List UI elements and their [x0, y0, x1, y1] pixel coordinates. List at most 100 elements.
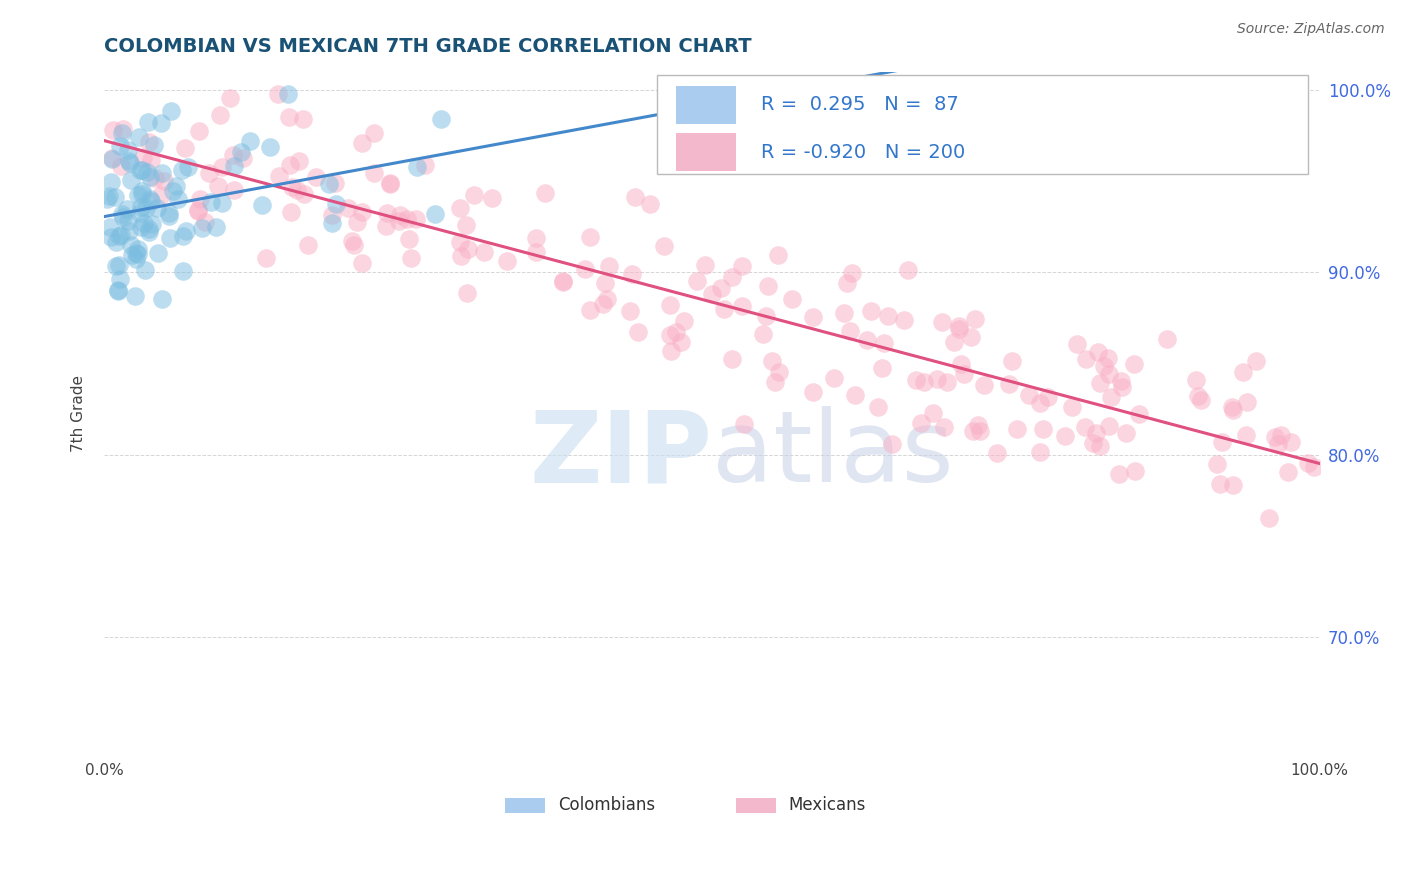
- Point: [405, 212, 427, 227]
- Point: [1264, 429, 1286, 443]
- Bar: [505, 797, 546, 813]
- Point: [1087, 344, 1109, 359]
- Point: [124, 289, 146, 303]
- Point: [859, 303, 882, 318]
- Point: [221, 148, 243, 162]
- Point: [352, 256, 374, 270]
- Point: [731, 299, 754, 313]
- Point: [659, 344, 682, 359]
- Point: [912, 375, 935, 389]
- Point: [350, 205, 373, 219]
- Point: [129, 206, 152, 220]
- Point: [219, 91, 242, 105]
- Point: [897, 262, 920, 277]
- Point: [124, 245, 146, 260]
- Point: [936, 376, 959, 390]
- Point: [1189, 393, 1212, 408]
- Point: [292, 187, 315, 202]
- Point: [277, 87, 299, 101]
- Point: [413, 158, 436, 172]
- Point: [1098, 419, 1121, 434]
- Point: [551, 275, 574, 289]
- Point: [191, 220, 214, 235]
- Point: [350, 136, 373, 150]
- Point: [108, 229, 131, 244]
- Point: [110, 138, 132, 153]
- Point: [121, 247, 143, 261]
- Point: [1090, 439, 1112, 453]
- Point: [768, 366, 790, 380]
- Point: [1076, 351, 1098, 366]
- Point: [998, 377, 1021, 392]
- Point: [139, 194, 162, 208]
- Point: [423, 207, 446, 221]
- Point: [1128, 408, 1150, 422]
- Bar: [737, 797, 776, 813]
- Point: [1211, 434, 1233, 449]
- Point: [135, 202, 157, 216]
- Point: [481, 190, 503, 204]
- Point: [229, 145, 252, 160]
- Point: [1081, 436, 1104, 450]
- Point: [117, 214, 139, 228]
- Point: [105, 259, 128, 273]
- Point: [187, 202, 209, 217]
- Point: [934, 420, 956, 434]
- Point: [138, 170, 160, 185]
- Point: [986, 446, 1008, 460]
- Point: [713, 301, 735, 316]
- Point: [598, 259, 620, 273]
- Point: [101, 152, 124, 166]
- Point: [969, 424, 991, 438]
- Point: [755, 309, 778, 323]
- Point: [117, 154, 139, 169]
- Point: [496, 254, 519, 268]
- Point: [578, 229, 600, 244]
- Point: [363, 165, 385, 179]
- Point: [710, 281, 733, 295]
- Point: [259, 140, 281, 154]
- Point: [1098, 367, 1121, 381]
- Text: Mexicans: Mexicans: [789, 797, 866, 814]
- Point: [187, 203, 209, 218]
- Point: [623, 189, 645, 203]
- Point: [125, 252, 148, 267]
- Point: [1123, 357, 1146, 371]
- Point: [931, 315, 953, 329]
- Point: [138, 136, 160, 150]
- Point: [101, 123, 124, 137]
- Point: [112, 210, 135, 224]
- Point: [454, 218, 477, 232]
- Point: [117, 144, 139, 158]
- Point: [457, 242, 479, 256]
- Point: [1270, 427, 1292, 442]
- Point: [167, 192, 190, 206]
- Point: [463, 188, 485, 202]
- Point: [1156, 332, 1178, 346]
- Point: [856, 333, 879, 347]
- Point: [953, 367, 976, 381]
- Point: [252, 198, 274, 212]
- Point: [363, 126, 385, 140]
- Point: [593, 276, 616, 290]
- Point: [948, 321, 970, 335]
- Point: [159, 104, 181, 119]
- Point: [574, 262, 596, 277]
- Text: ZIP: ZIP: [529, 407, 711, 503]
- Point: [761, 354, 783, 368]
- Point: [1115, 426, 1137, 441]
- Point: [146, 245, 169, 260]
- Point: [592, 297, 614, 311]
- Point: [150, 188, 173, 202]
- Point: [766, 248, 789, 262]
- Point: [551, 274, 574, 288]
- Point: [1232, 365, 1254, 379]
- Point: [172, 229, 194, 244]
- Point: [450, 201, 472, 215]
- Point: [105, 235, 128, 249]
- Point: [112, 122, 135, 136]
- Point: [720, 269, 742, 284]
- Point: [1074, 419, 1097, 434]
- Point: [280, 205, 302, 219]
- Point: [222, 183, 245, 197]
